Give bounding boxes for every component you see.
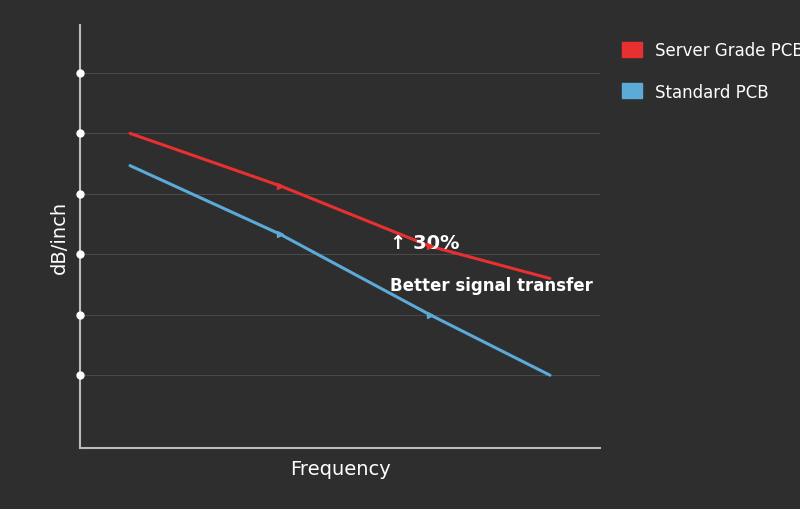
Text: ↑ 30%: ↑ 30% xyxy=(390,234,459,253)
Text: Better signal transfer: Better signal transfer xyxy=(390,277,593,295)
X-axis label: Frequency: Frequency xyxy=(290,459,390,478)
Legend: Server Grade PCB, Standard PCB: Server Grade PCB, Standard PCB xyxy=(614,34,800,109)
Y-axis label: dB/inch: dB/inch xyxy=(50,200,69,273)
